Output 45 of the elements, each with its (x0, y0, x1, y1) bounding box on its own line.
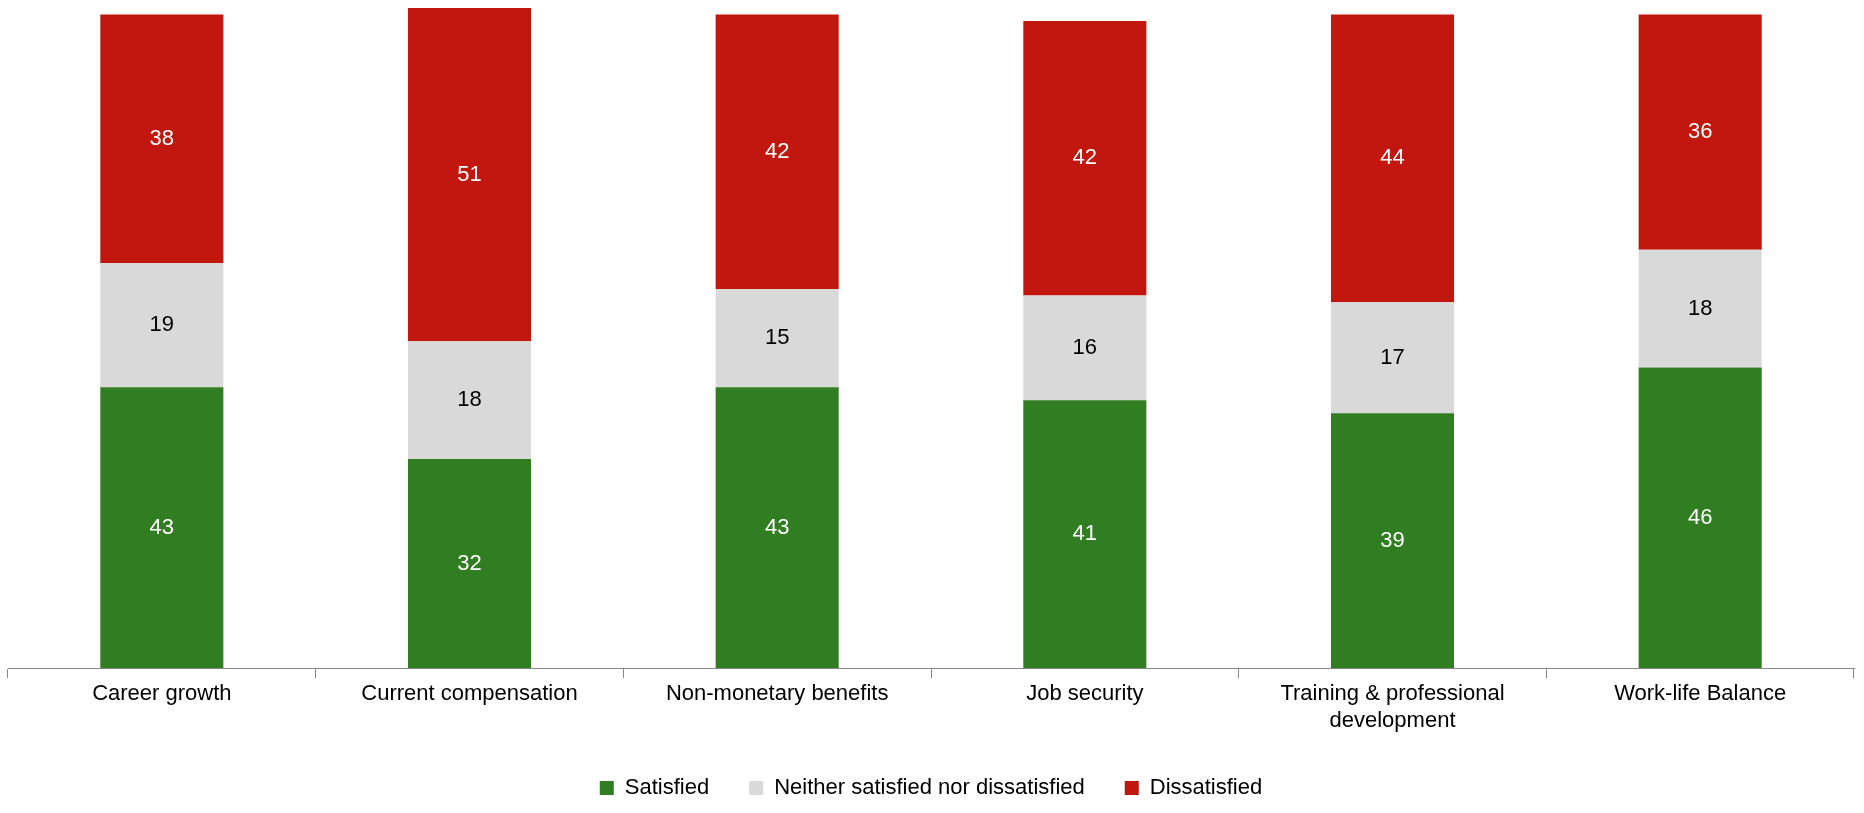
data-label: 42 (1072, 144, 1098, 170)
legend-label: Dissatisfied (1149, 774, 1263, 800)
bar (100, 14, 224, 263)
data-label: 46 (1687, 503, 1713, 529)
data-label: 38 (149, 124, 175, 150)
x-tick-label: Career growth (92, 680, 232, 706)
data-label: 43 (764, 513, 790, 539)
data-label: 15 (764, 324, 790, 350)
data-label: 19 (149, 311, 175, 337)
bar (1330, 302, 1455, 414)
bar (1330, 413, 1455, 669)
bar (715, 289, 839, 388)
bar (407, 341, 532, 460)
data-label: 43 (149, 513, 175, 539)
data-label: 18 (1687, 294, 1713, 320)
bar (1330, 14, 1455, 303)
data-label: 44 (1380, 144, 1405, 170)
legend-label: Neither satisfied nor dissatisfied (774, 774, 1085, 800)
data-label: 32 (457, 549, 482, 575)
data-label: 18 (457, 386, 482, 412)
data-label: 36 (1687, 118, 1713, 144)
x-tick-label: Current compensation (361, 680, 578, 706)
legend-label: Satisfied (624, 774, 710, 800)
x-tick-label: Work-life Balance (1614, 680, 1787, 706)
bar (1638, 249, 1762, 368)
data-label: 41 (1072, 520, 1098, 546)
bar (1023, 295, 1147, 401)
data-label: 42 (764, 137, 790, 163)
bar (407, 459, 532, 669)
bar (407, 8, 532, 342)
data-label: 51 (457, 160, 482, 186)
data-label: 16 (1072, 333, 1098, 359)
bar (715, 387, 839, 669)
x-tick-label: Job security (1026, 680, 1144, 706)
data-label: 17 (1380, 343, 1405, 369)
bar (1638, 14, 1762, 250)
bar (1023, 21, 1147, 296)
bar (715, 14, 839, 290)
x-tick-label: Training & professional development (1280, 680, 1505, 732)
x-tick-label: Non-monetary benefits (665, 680, 889, 706)
bar (1023, 400, 1147, 669)
data-label: 39 (1380, 526, 1405, 552)
bar (100, 262, 224, 388)
bar (100, 387, 224, 669)
bar (1638, 367, 1762, 669)
